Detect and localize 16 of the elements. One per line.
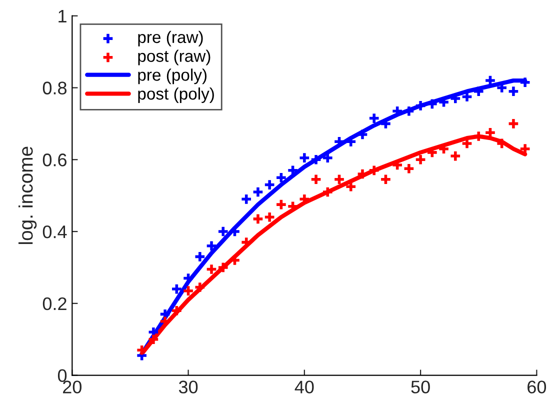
x-tick-label: 60 <box>528 380 546 394</box>
x-tick-label: 20 <box>63 380 82 394</box>
y-tick-label: 0 <box>58 369 67 382</box>
legend-label: pre (poly) <box>138 68 207 84</box>
y-tick-label: 0.2 <box>42 297 66 310</box>
x-tick-label: 40 <box>294 380 314 394</box>
x-tick-label: 50 <box>411 380 430 394</box>
legend-label: post (poly) <box>138 87 214 103</box>
y-axis-title: log. income <box>18 146 37 244</box>
y-tick-label: 0.6 <box>42 154 66 166</box>
y-tick-label: 0.4 <box>42 225 67 238</box>
legend-label: post (raw) <box>138 50 210 66</box>
y-tick-label: 1 <box>58 10 66 22</box>
legend-label: pre (raw) <box>138 30 203 46</box>
y-tick-label: 0.8 <box>42 82 67 94</box>
x-tick-label: 30 <box>178 380 198 394</box>
